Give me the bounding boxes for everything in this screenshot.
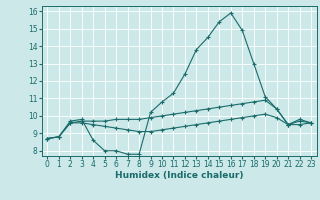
X-axis label: Humidex (Indice chaleur): Humidex (Indice chaleur): [115, 171, 244, 180]
